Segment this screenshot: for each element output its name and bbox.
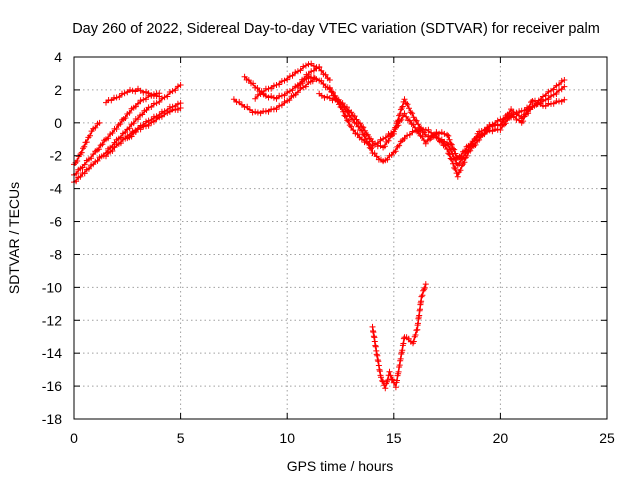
series-trace-9 <box>252 60 333 102</box>
grid <box>74 57 607 419</box>
series-trace-3 <box>71 81 184 186</box>
series-markers <box>103 85 163 106</box>
y-tick-label: -10 <box>42 279 62 295</box>
series-markers <box>124 105 184 142</box>
series-markers <box>369 281 429 392</box>
series-line <box>297 75 565 177</box>
x-axis-label: GPS time / hours <box>287 458 394 474</box>
series-trace-10 <box>294 73 568 180</box>
y-tick-label: -2 <box>50 148 63 164</box>
y-tick-label: -6 <box>50 214 63 230</box>
plot-frame <box>73 56 608 420</box>
y-tick-label: -16 <box>42 378 62 394</box>
y-tick-label: -12 <box>42 312 62 328</box>
series-markers <box>230 75 318 117</box>
series-trace-5 <box>103 85 163 106</box>
x-tick-label: 25 <box>599 430 615 446</box>
y-tick-label: -14 <box>42 345 62 361</box>
series-trace-13 <box>369 281 429 392</box>
series-markers <box>294 73 568 180</box>
series-trace-7 <box>230 75 318 117</box>
series-trace-12 <box>326 84 568 161</box>
series-trace-6 <box>124 105 184 142</box>
series-markers <box>326 84 568 161</box>
x-tick-label: 10 <box>279 430 295 446</box>
series-markers <box>252 60 333 102</box>
y-tick-label: 4 <box>54 49 62 65</box>
y-tick-label: 0 <box>54 115 62 131</box>
y-tick-label: -4 <box>50 181 63 197</box>
y-tick-label: -8 <box>50 246 63 262</box>
chart-title: Day 260 of 2022, Sidereal Day-to-day VTE… <box>72 21 600 37</box>
y-tick-label: 2 <box>54 82 62 98</box>
x-tick-label: 5 <box>177 430 185 446</box>
x-tick-label: 20 <box>493 430 509 446</box>
y-axis-label: SDTVAR / TECUs <box>6 182 22 294</box>
series-trace-2 <box>71 90 163 178</box>
y-tick-label: -18 <box>42 411 62 427</box>
series-trace-1 <box>71 119 103 168</box>
x-tick-label: 0 <box>70 430 78 446</box>
data-series <box>71 60 568 392</box>
series-markers <box>71 90 163 178</box>
x-tick-label: 15 <box>386 430 402 446</box>
